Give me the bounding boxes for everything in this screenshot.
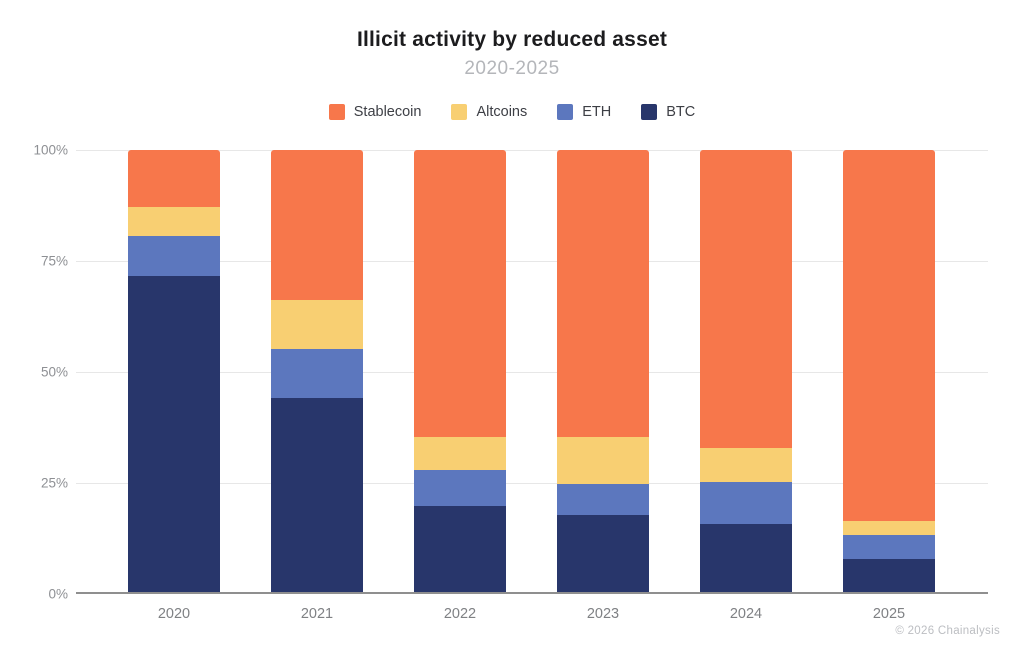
- bar-segment-2020-eth: [128, 236, 220, 276]
- stacked-bar-2024: [700, 150, 792, 592]
- bar-segment-2023-altcoins: [557, 437, 649, 484]
- y-axis-tick-0%: 0%: [48, 586, 68, 602]
- bar-segment-2021-eth: [271, 348, 363, 398]
- x-axis-tick-2025: 2025: [872, 606, 906, 622]
- gridline-75%: [76, 261, 988, 262]
- bar-segment-2024-stablecoin: [700, 150, 792, 449]
- x-axis-tick-2021: 2021: [300, 606, 334, 622]
- bar-segment-2022-btc: [414, 505, 506, 592]
- stacked-bar-2020: [128, 150, 220, 592]
- bar-segment-2022-stablecoin: [414, 150, 506, 438]
- bar-segment-2020-altcoins: [128, 207, 220, 237]
- legend-label: Stablecoin: [353, 104, 422, 120]
- legend-item-altcoins: Altcoins: [451, 104, 527, 120]
- legend-label: ETH: [582, 104, 612, 120]
- legend-label: BTC: [666, 104, 696, 120]
- bar-segment-2022-altcoins: [414, 437, 506, 471]
- legend-label: Altcoins: [476, 104, 528, 120]
- legend-swatch-altcoins: [451, 104, 468, 120]
- bar-segment-2021-stablecoin: [271, 150, 363, 301]
- legend-swatch-eth: [557, 104, 574, 120]
- plot-area: 0% 25% 50% 75% 100% 2020 2021 2022 2023 2024 2025: [33, 143, 988, 622]
- chart-title: Illicit activity by reduced asset: [356, 28, 668, 51]
- x-axis-tick-2023: 2023: [586, 606, 620, 622]
- bar-segment-2023-btc: [557, 514, 649, 592]
- gridline-25%: [76, 483, 988, 484]
- bar-segment-2025-eth: [843, 534, 935, 559]
- bar-segment-2021-altcoins: [271, 300, 363, 349]
- x-axis-tick-2022: 2022: [443, 606, 477, 622]
- bar-segment-2020-stablecoin: [128, 150, 220, 208]
- gridline-100%: [76, 150, 988, 151]
- bar-segment-2024-btc: [700, 523, 792, 592]
- bar-segment-2025-stablecoin: [843, 150, 935, 522]
- legend-swatch-btc: [641, 104, 658, 120]
- bar-segment-2024-altcoins: [700, 448, 792, 482]
- legend-swatch-stablecoin: [328, 104, 345, 120]
- bar-segment-2024-eth: [700, 481, 792, 524]
- chart-subtitle: 2020-2025: [464, 58, 560, 79]
- stacked-bar-2025: [843, 150, 935, 592]
- gridline-50%: [76, 372, 988, 373]
- stacked-bar-2023: [557, 150, 649, 592]
- y-axis-tick-25%: 25%: [40, 475, 68, 491]
- y-axis-tick-50%: 50%: [40, 364, 68, 380]
- bar-segment-2025-altcoins: [843, 521, 935, 535]
- bar-segment-2021-btc: [271, 397, 363, 592]
- legend-item-btc: BTC: [641, 104, 695, 120]
- bar-segment-2023-eth: [557, 483, 649, 515]
- legend-item-stablecoin: Stablecoin: [328, 104, 422, 120]
- bar-segment-2025-btc: [843, 558, 935, 592]
- legend: Stablecoin Altcoins ETH BTC: [0, 104, 1024, 120]
- attribution-text: © 2026 Chainalysis: [895, 625, 1000, 637]
- bar-segment-2023-stablecoin: [557, 150, 649, 438]
- legend-item-eth: ETH: [557, 104, 611, 120]
- stacked-bar-2021: [271, 150, 363, 592]
- bar-segment-2020-btc: [128, 275, 220, 592]
- stacked-bar-2022: [414, 150, 506, 592]
- x-axis-tick-2024: 2024: [729, 606, 763, 622]
- y-axis-tick-75%: 75%: [40, 253, 68, 269]
- y-axis-tick-100%: 100%: [33, 142, 68, 158]
- bar-segment-2022-eth: [414, 470, 506, 506]
- x-axis-line: [76, 592, 988, 594]
- x-axis-tick-2020: 2020: [157, 606, 191, 622]
